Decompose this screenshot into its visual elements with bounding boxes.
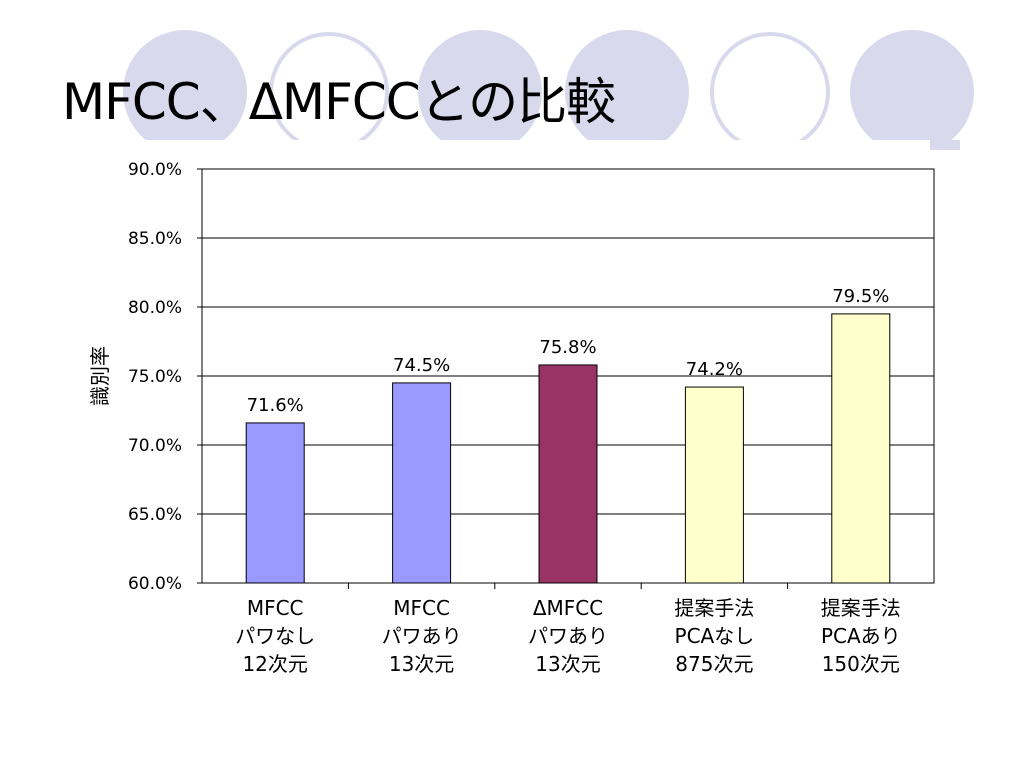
x-category-line: PCAあり (820, 624, 901, 648)
y-tick-label: 60.0% (128, 574, 182, 594)
data-labels: 71.6% 74.5% 75.8% 74.2% 79.5% (247, 286, 890, 416)
x-category-label: 提案手法 PCAあり 150次元 (791, 594, 931, 678)
x-category-line: パワなし (235, 624, 316, 648)
x-category-line: 150次元 (821, 652, 900, 676)
x-category-line: 875次元 (675, 652, 754, 676)
bar (684, 386, 744, 584)
bar (245, 422, 305, 584)
y-axis: 60.0% 65.0% 70.0% 75.0% 80.0% 85.0% 90.0% (128, 160, 182, 594)
data-label: 79.5% (832, 286, 889, 307)
y-tick-label: 90.0% (128, 160, 182, 180)
x-category-line: 13次元 (388, 652, 455, 676)
x-category-line: ΔMFCC (532, 596, 604, 620)
x-category-line: MFCC (393, 596, 450, 620)
decor-circle-3 (418, 30, 542, 154)
data-label: 71.6% (247, 395, 304, 416)
y-tick-label: 70.0% (128, 436, 182, 456)
y-axis-label: 識別率 (88, 346, 112, 406)
x-category-label: ΔMFCC パワあり 13次元 (498, 594, 638, 678)
bar (392, 382, 452, 584)
x-category-line: パワあり (528, 624, 608, 648)
x-category-line: 提案手法 (820, 596, 901, 620)
bars (245, 313, 891, 584)
y-tick-label: 80.0% (128, 298, 182, 318)
x-category-label: MFCC パワなし 12次元 (205, 594, 345, 678)
data-label: 74.2% (686, 359, 743, 380)
x-category-line: MFCC (246, 596, 304, 620)
decor-circle-6 (850, 30, 974, 154)
page-title: MFCC、ΔMFCCとの比較 (62, 73, 616, 131)
y-tick-label: 75.0% (128, 367, 182, 387)
decor-circle-4 (565, 30, 689, 154)
x-category-line: 12次元 (242, 652, 308, 676)
y-tick-label: 65.0% (128, 505, 182, 525)
data-label: 75.8% (539, 337, 596, 358)
x-category-label: 提案手法 PCAなし 875次元 (644, 594, 784, 678)
y-tick-label: 85.0% (128, 229, 182, 249)
bar (538, 364, 598, 584)
x-category-line: PCAなし (674, 624, 755, 648)
bar (831, 313, 891, 584)
x-category-line: パワあり (381, 624, 462, 648)
x-category-label: MFCC パワあり 13次元 (352, 594, 492, 678)
x-category-line: 提案手法 (674, 596, 755, 620)
x-category-line: 13次元 (535, 652, 601, 676)
data-label: 74.5% (393, 355, 450, 376)
decor-circle-1 (123, 30, 247, 154)
